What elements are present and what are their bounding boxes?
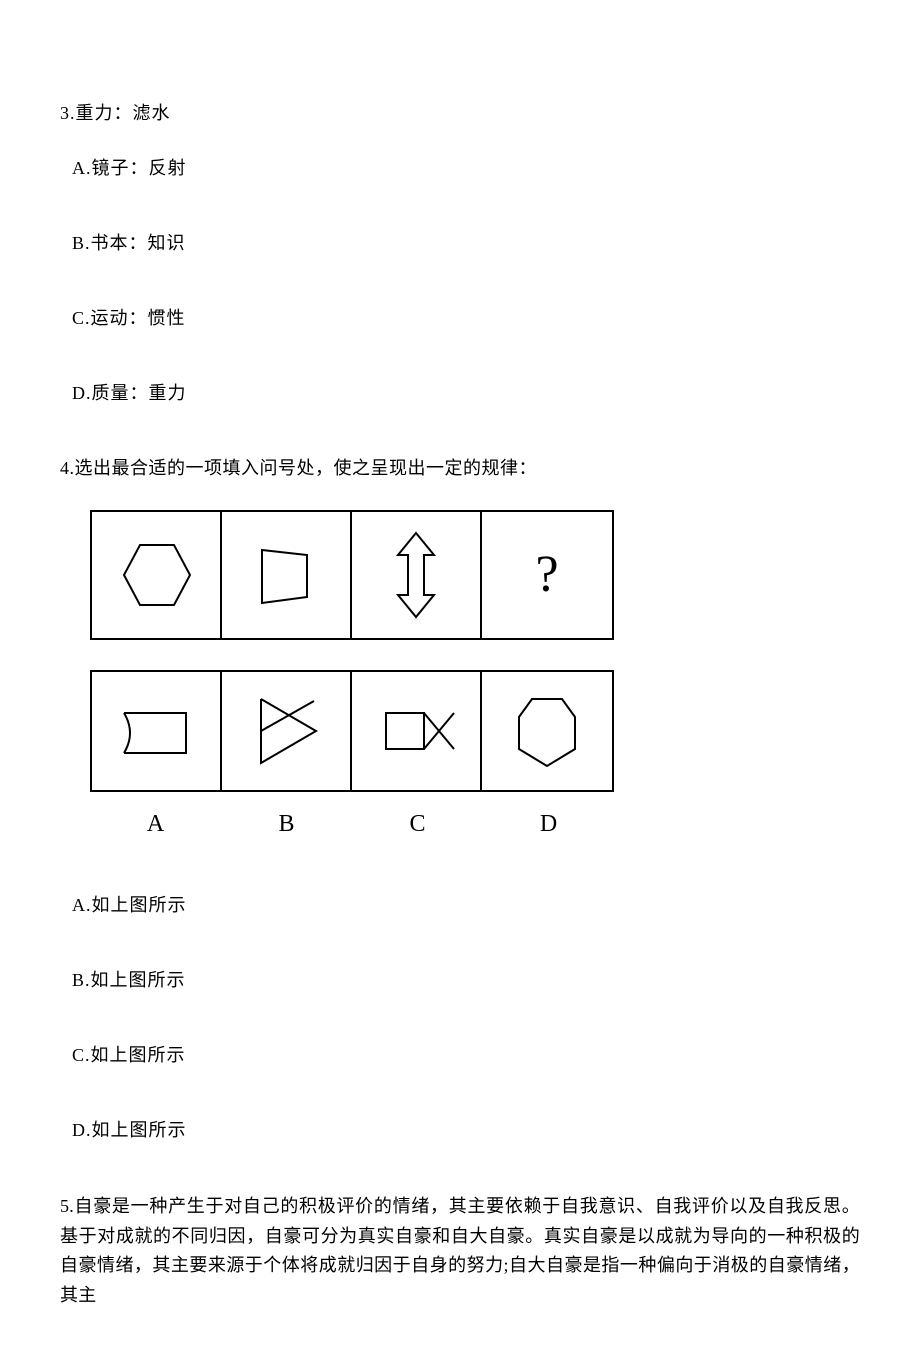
q4-sequence-row: ? (90, 510, 614, 640)
q4-header: 4.选出最合适的一项填入问号处，使之呈现出一定的规律： (60, 455, 860, 482)
q4-option-c: C.如上图所示 (72, 1042, 860, 1069)
q5-text: 5.自豪是一种产生于对自己的积极评价的情绪，其主要依赖于自我意识、自我评价以及自… (60, 1192, 860, 1311)
q3-option-c: C.运动：惯性 (72, 305, 860, 332)
q3-option-a: A.镜子：反射 (72, 155, 860, 182)
q3-option-b: B.书本：知识 (72, 230, 860, 257)
q4-ans-cell-d (482, 672, 612, 790)
answer-a-shape (106, 681, 206, 781)
q4-label-d: D (483, 806, 614, 842)
q3-header: 3.重力：滤水 (60, 100, 860, 127)
answer-d-shape (497, 681, 597, 781)
q3-option-d: D.质量：重力 (72, 380, 860, 407)
q4-answer-row (90, 670, 614, 792)
q4-seq-cell-3 (352, 512, 482, 638)
trapezoid-icon (232, 525, 340, 625)
q4-label-b: B (221, 806, 352, 842)
q4-option-b: B.如上图所示 (72, 967, 860, 994)
q4-label-a: A (90, 806, 221, 842)
q4-seq-cell-4: ? (482, 512, 612, 638)
q4-ans-cell-b (222, 672, 352, 790)
q4-ans-cell-a (92, 672, 222, 790)
q4-label-row: A B C D (90, 806, 614, 842)
double-arrow-icon (366, 525, 466, 625)
q4-option-a: A.如上图所示 (72, 892, 860, 919)
answer-c-shape (366, 681, 466, 781)
q4-seq-cell-1 (92, 512, 222, 638)
q4-option-d: D.如上图所示 (72, 1117, 860, 1144)
hexagon-icon (102, 525, 210, 625)
answer-b-shape (236, 681, 336, 781)
q4-seq-cell-2 (222, 512, 352, 638)
q4-label-c: C (352, 806, 483, 842)
question-mark-icon: ? (535, 536, 558, 614)
q4-ans-cell-c (352, 672, 482, 790)
q4-figure: ? A B C D (90, 510, 860, 842)
